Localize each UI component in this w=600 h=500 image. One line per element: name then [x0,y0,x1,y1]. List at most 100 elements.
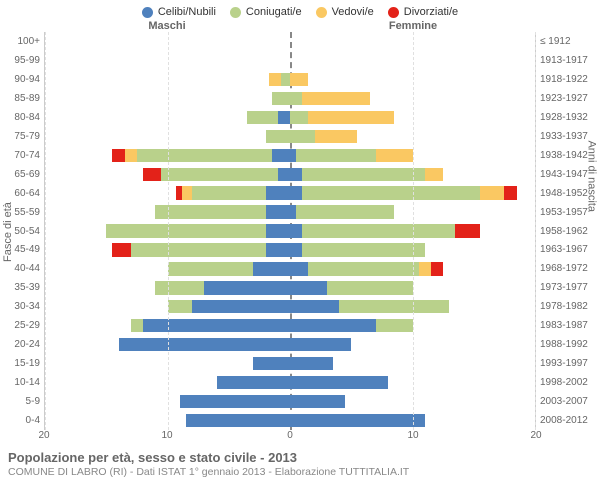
age-tick: 70-74 [0,146,40,165]
birth-tick: 1968-1972 [540,259,600,278]
bar-segment [217,376,291,389]
bar-segment [290,168,302,181]
grid-line [413,32,414,430]
bar-segment [266,243,291,256]
grid-line [535,32,536,430]
pyramid-row [45,51,535,70]
bar-segment [253,357,290,370]
birth-tick: 2003-2007 [540,392,600,411]
chart-subtitle: COMUNE DI LABRO (RI) - Dati ISTAT 1° gen… [8,466,592,478]
birth-year-axis: ≤ 19121913-19171918-19221923-19271928-19… [536,32,600,430]
birth-tick: 1973-1977 [540,278,600,297]
bar-segment [308,111,394,124]
legend-label: Coniugati/e [246,6,302,18]
age-tick: 60-64 [0,184,40,203]
y-right-axis-label: Anni di nascita [586,140,598,212]
bar-segment [278,111,290,124]
age-tick: 95-99 [0,51,40,70]
bar-segment [290,300,339,313]
pyramid-row [45,222,535,241]
legend-label: Celibi/Nubili [158,6,216,18]
bar-segment [290,130,315,143]
pyramid-row [45,146,535,165]
age-tick: 20-24 [0,335,40,354]
bar-segment [186,414,290,427]
legend-swatch [388,7,399,18]
bar-segment [131,243,266,256]
bar-segment [266,186,291,199]
age-tick: 80-84 [0,108,40,127]
bar-segment [376,319,413,332]
birth-tick: 1963-1967 [540,240,600,259]
bar-segment [290,186,302,199]
birth-tick: 1998-2002 [540,373,600,392]
bar-segment [339,300,449,313]
bar-segment [302,92,369,105]
bar-segment [455,224,480,237]
x-axis: 201001020 [0,430,600,446]
bar-segment [143,319,290,332]
bar-segment [327,281,413,294]
birth-tick: 1983-1987 [540,316,600,335]
bar-segment [155,205,265,218]
bar-segment [308,262,418,275]
footer: Popolazione per età, sesso e stato civil… [0,446,600,478]
age-tick: 15-19 [0,354,40,373]
bar-segment [180,395,290,408]
bar-segment [504,186,516,199]
bar-segment [290,338,351,351]
age-tick: 100+ [0,32,40,51]
pyramid-row [45,278,535,297]
bar-segment [290,243,302,256]
age-tick: 35-39 [0,278,40,297]
birth-tick: 1913-1917 [540,51,600,70]
bar-segment [266,224,291,237]
pyramid-row [45,392,535,411]
birth-tick: 1958-1962 [540,222,600,241]
bar-segment [290,414,425,427]
chart-title: Popolazione per età, sesso e stato civil… [8,450,592,465]
birth-tick: 1928-1932 [540,108,600,127]
birth-tick: 2008-2012 [540,411,600,430]
age-tick: 75-79 [0,127,40,146]
plot-area [44,32,536,430]
legend-item: Vedovi/e [316,6,374,18]
bar-segment [290,395,345,408]
pyramid-row [45,89,535,108]
bar-segment [247,111,278,124]
legend-swatch [230,7,241,18]
pyramid-row [45,354,535,373]
pyramid-row [45,108,535,127]
bar-segment [296,149,376,162]
bar-segment [204,281,290,294]
x-tick: 0 [287,430,293,441]
pyramid-row [45,373,535,392]
birth-tick: 1918-1922 [540,70,600,89]
bar-segment [290,376,388,389]
bar-segment [290,92,302,105]
pyramid-row [45,335,535,354]
bar-segment [182,186,192,199]
bar-segment [296,205,394,218]
x-tick: 20 [38,430,49,441]
pyramid-row [45,184,535,203]
age-tick: 0-4 [0,411,40,430]
bar-segment [315,130,358,143]
legend-label: Divorziati/e [404,6,458,18]
bar-segment [143,168,161,181]
pyramid-row [45,240,535,259]
bar-segment [112,149,124,162]
female-header: Femmine [290,20,536,32]
legend-item: Divorziati/e [388,6,458,18]
bar-segment [253,262,290,275]
legend: Celibi/Nubili Coniugati/e Vedovi/e Divorzia… [0,0,600,20]
bar-segment [168,300,193,313]
birth-tick: 1923-1927 [540,89,600,108]
chart-area: Fasce di età Anni di nascita 100+95-9990… [0,32,600,430]
bar-segment [192,300,290,313]
bar-segment [290,111,308,124]
bar-segment [290,73,308,86]
legend-swatch [316,7,327,18]
bar-segment [137,149,272,162]
bar-segment [281,73,290,86]
